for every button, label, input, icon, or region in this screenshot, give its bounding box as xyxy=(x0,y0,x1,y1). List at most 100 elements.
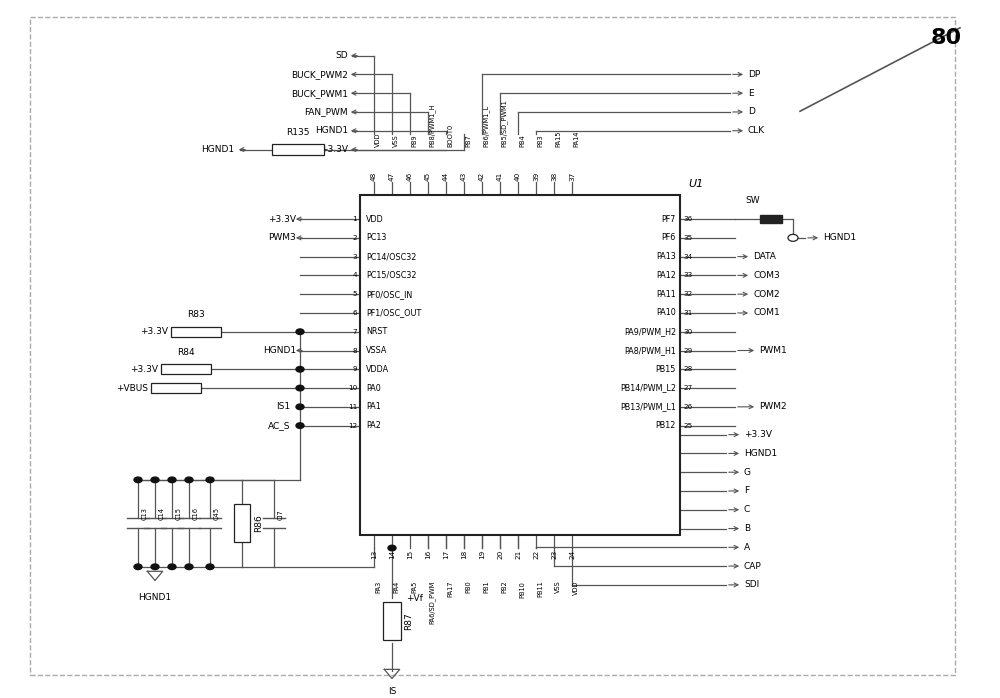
Text: PB10: PB10 xyxy=(519,581,525,597)
Text: 17: 17 xyxy=(443,549,449,558)
Text: +VBUS: +VBUS xyxy=(116,384,148,392)
Text: 11: 11 xyxy=(348,404,357,410)
Text: 2: 2 xyxy=(352,235,357,241)
Circle shape xyxy=(206,564,214,570)
Text: 9: 9 xyxy=(352,366,357,372)
Text: PF0/OSC_IN: PF0/OSC_IN xyxy=(366,290,412,299)
Text: PA11: PA11 xyxy=(656,290,676,299)
Text: BUCK_PWM1: BUCK_PWM1 xyxy=(291,89,348,98)
Circle shape xyxy=(185,477,193,482)
Text: 48: 48 xyxy=(371,172,377,181)
Text: 28: 28 xyxy=(683,366,692,372)
Circle shape xyxy=(151,477,159,482)
Circle shape xyxy=(185,564,193,570)
Text: PA1: PA1 xyxy=(366,402,381,411)
Text: E: E xyxy=(748,89,754,98)
Text: DP: DP xyxy=(748,70,760,79)
Text: 6: 6 xyxy=(352,310,357,316)
Circle shape xyxy=(296,329,304,334)
Text: HGND1: HGND1 xyxy=(263,346,296,355)
Text: R86: R86 xyxy=(254,514,263,532)
Text: D: D xyxy=(748,107,755,117)
Text: 39: 39 xyxy=(533,172,539,181)
Text: AC_S: AC_S xyxy=(268,421,290,430)
Text: U1: U1 xyxy=(688,179,703,189)
Text: PA0: PA0 xyxy=(366,384,381,392)
Circle shape xyxy=(296,404,304,410)
Text: 47: 47 xyxy=(389,172,395,181)
Text: HGND1: HGND1 xyxy=(315,126,348,135)
Text: PB14/PWM_L2: PB14/PWM_L2 xyxy=(620,384,676,392)
Text: 20: 20 xyxy=(497,549,503,558)
Text: PB9: PB9 xyxy=(411,135,417,147)
Text: CLK: CLK xyxy=(748,126,765,135)
Text: 42: 42 xyxy=(479,172,485,181)
Text: HGND1: HGND1 xyxy=(823,233,856,242)
Text: PB7: PB7 xyxy=(465,135,471,147)
Text: PWM1: PWM1 xyxy=(759,346,787,355)
Text: HGND1: HGND1 xyxy=(138,593,172,602)
Text: 26: 26 xyxy=(683,404,692,410)
Text: PB8/PWM1_H: PB8/PWM1_H xyxy=(429,104,436,147)
Circle shape xyxy=(134,477,142,482)
Text: 29: 29 xyxy=(683,348,692,353)
Text: PF1/OSC_OUT: PF1/OSC_OUT xyxy=(366,309,421,318)
Text: 33: 33 xyxy=(683,272,692,279)
Bar xyxy=(383,602,401,640)
Text: VDD: VDD xyxy=(375,133,381,147)
Text: 7: 7 xyxy=(352,329,357,335)
Text: PB12: PB12 xyxy=(656,421,676,430)
Text: 24: 24 xyxy=(569,549,575,558)
Text: PA9/PWM_H2: PA9/PWM_H2 xyxy=(624,327,676,336)
Text: VSS: VSS xyxy=(393,135,399,147)
Bar xyxy=(760,215,782,223)
Text: PA10: PA10 xyxy=(656,309,676,318)
Text: PB4: PB4 xyxy=(519,135,525,147)
Text: 36: 36 xyxy=(683,216,692,222)
Text: 40: 40 xyxy=(515,172,521,181)
Text: PWM3: PWM3 xyxy=(268,233,296,242)
Text: 22: 22 xyxy=(533,549,539,558)
Text: 27: 27 xyxy=(683,385,692,391)
Text: PC13: PC13 xyxy=(366,233,386,242)
Text: PA4: PA4 xyxy=(393,581,399,593)
Text: PB5/SD_PWM1: PB5/SD_PWM1 xyxy=(501,100,508,147)
Text: 13: 13 xyxy=(371,549,377,558)
Text: 21: 21 xyxy=(515,549,521,558)
Bar xyxy=(151,383,201,393)
Text: PB6/PWM1_L: PB6/PWM1_L xyxy=(483,105,490,147)
Text: 16: 16 xyxy=(425,549,431,558)
Bar xyxy=(234,504,250,542)
Circle shape xyxy=(296,385,304,391)
Text: PA13: PA13 xyxy=(656,252,676,261)
Text: FAN_PWM: FAN_PWM xyxy=(304,107,348,117)
Text: SW: SW xyxy=(746,196,760,205)
Text: +3.3V: +3.3V xyxy=(320,145,348,154)
Text: C13: C13 xyxy=(142,507,148,520)
Text: PB11: PB11 xyxy=(537,581,543,597)
Text: 4: 4 xyxy=(352,272,357,279)
Circle shape xyxy=(206,477,214,482)
Text: VSS: VSS xyxy=(555,581,561,593)
Text: PA5: PA5 xyxy=(411,581,417,593)
Text: PA15: PA15 xyxy=(555,131,561,147)
Text: COM3: COM3 xyxy=(753,271,780,280)
Text: PF6: PF6 xyxy=(662,233,676,242)
Text: IS1: IS1 xyxy=(276,402,290,411)
Circle shape xyxy=(168,477,176,482)
Text: 15: 15 xyxy=(407,549,413,558)
Circle shape xyxy=(134,564,142,570)
Text: VDDA: VDDA xyxy=(366,365,389,374)
Text: PA12: PA12 xyxy=(656,271,676,280)
Text: 80: 80 xyxy=(931,28,962,48)
Text: BOOT0: BOOT0 xyxy=(447,124,453,147)
Text: +3.3V: +3.3V xyxy=(140,327,168,336)
Text: C16: C16 xyxy=(193,507,199,520)
Text: 31: 31 xyxy=(683,310,692,316)
Text: +3.3V: +3.3V xyxy=(268,214,296,223)
Text: 23: 23 xyxy=(551,549,557,558)
Text: +3.3V: +3.3V xyxy=(744,430,772,439)
Text: C15: C15 xyxy=(176,507,182,520)
Text: 12: 12 xyxy=(348,422,357,429)
Circle shape xyxy=(151,564,159,570)
